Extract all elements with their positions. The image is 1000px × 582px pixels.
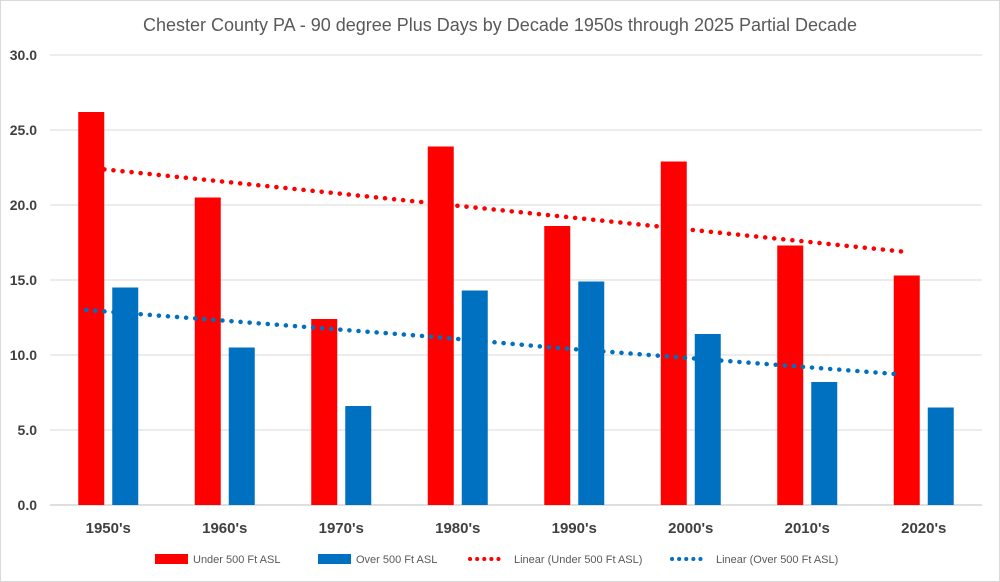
x-tick-label: 1990's bbox=[552, 520, 597, 537]
y-axis-ticks: 0.0 5.0 10.0 15.0 20.0 25.0 30.0 bbox=[10, 47, 37, 513]
gridlines bbox=[50, 54, 982, 506]
chart-title: Chester County PA - 90 degree Plus Days … bbox=[143, 15, 857, 35]
bar-under-500 bbox=[78, 112, 105, 505]
bar-under-500 bbox=[777, 245, 804, 505]
bar-under-500 bbox=[893, 275, 920, 505]
y-tick-label: 15.0 bbox=[10, 272, 37, 288]
x-tick-label: 1960's bbox=[202, 520, 247, 537]
x-tick-label: 1980's bbox=[435, 520, 480, 537]
y-tick-label: 25.0 bbox=[10, 122, 37, 138]
legend-swatch bbox=[318, 554, 351, 564]
bar-over-500 bbox=[112, 287, 139, 505]
bar-under-500 bbox=[660, 161, 687, 505]
bar-over-500 bbox=[927, 407, 954, 505]
legend-swatch bbox=[155, 554, 188, 564]
bar-over-500 bbox=[228, 347, 255, 505]
y-tick-label: 20.0 bbox=[10, 197, 37, 213]
y-tick-label: 30.0 bbox=[10, 47, 37, 63]
legend-label: Over 500 Ft ASL bbox=[356, 554, 437, 566]
x-tick-label: 2020's bbox=[901, 520, 946, 537]
x-tick-label: 2000's bbox=[668, 520, 713, 537]
bar-over-500 bbox=[811, 382, 838, 505]
bar-under-500 bbox=[427, 146, 454, 505]
y-tick-label: 10.0 bbox=[10, 347, 37, 363]
bar-over-500 bbox=[461, 290, 488, 505]
bars bbox=[78, 112, 954, 505]
x-tick-label: 2010's bbox=[785, 520, 830, 537]
bar-over-500 bbox=[578, 281, 605, 505]
bar-under-500 bbox=[544, 226, 571, 505]
bar-over-500 bbox=[345, 406, 372, 505]
x-tick-label: 1950's bbox=[86, 520, 131, 537]
legend: Under 500 Ft ASL Over 500 Ft ASL Linear (U… bbox=[155, 554, 838, 566]
bar-under-500 bbox=[194, 197, 221, 505]
trendline-over-500 bbox=[84, 307, 904, 377]
legend-label: Linear (Under 500 Ft ASL) bbox=[514, 554, 642, 566]
bar-under-500 bbox=[311, 319, 338, 505]
legend-label: Linear (Over 500 Ft ASL) bbox=[716, 554, 838, 566]
x-axis-ticks: 1950's 1960's 1970's 1980's 1990's 2000's 2010… bbox=[86, 520, 947, 537]
y-tick-label: 0.0 bbox=[18, 497, 38, 513]
legend-label: Under 500 Ft ASL bbox=[193, 554, 280, 566]
trendline-under-500 bbox=[84, 165, 904, 254]
bar-over-500 bbox=[694, 334, 721, 505]
y-tick-label: 5.0 bbox=[18, 422, 38, 438]
trendlines bbox=[84, 165, 904, 377]
x-tick-label: 1970's bbox=[319, 520, 364, 537]
